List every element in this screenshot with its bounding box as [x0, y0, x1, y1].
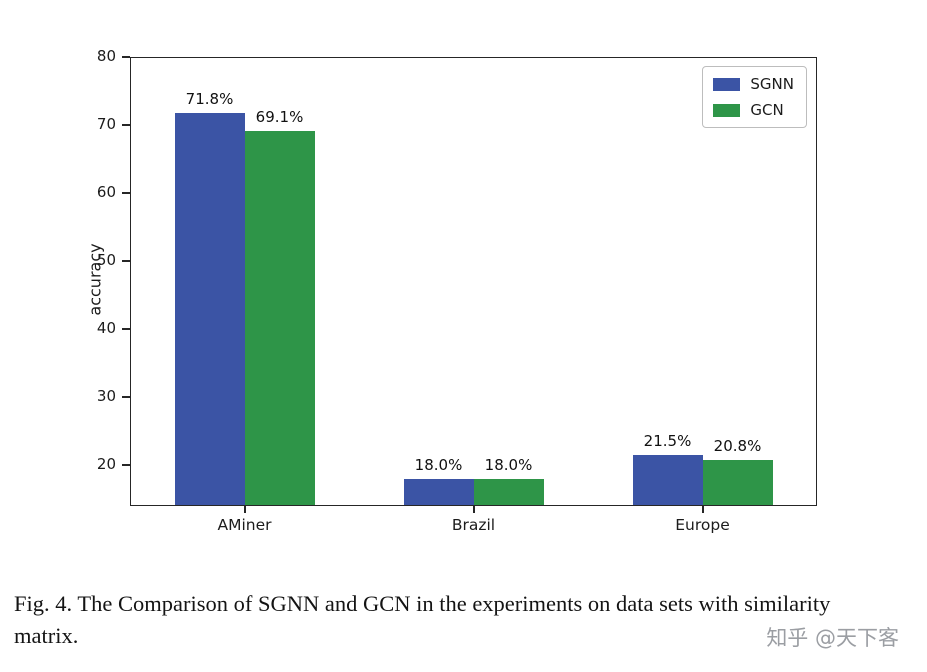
legend-swatch-gcn	[713, 103, 741, 117]
y-tick-mark	[122, 464, 130, 467]
y-tick-label: 30	[96, 387, 116, 406]
y-tick-mark	[122, 56, 130, 58]
legend-item-sgnn: SGNN	[713, 75, 794, 93]
x-tick-mark	[701, 506, 704, 513]
y-tick-mark	[122, 192, 130, 195]
x-category-label: Brazil	[451, 516, 496, 534]
y-axis-label: accuracy	[85, 243, 105, 316]
y-tick-mark	[122, 328, 130, 331]
x-category-label: AMiner	[217, 516, 272, 534]
bar-value-label: 69.1%	[255, 108, 304, 127]
y-tick-label: 60	[96, 183, 116, 202]
y-tick-mark	[122, 124, 130, 127]
legend-label: GCN	[750, 101, 784, 119]
bar-sgnn-brazil	[403, 478, 474, 506]
figure-caption: Fig. 4. The Comparison of SGNN and GCN i…	[14, 591, 831, 648]
x-tick-mark	[472, 506, 475, 513]
bar-sgnn-europe	[632, 454, 703, 506]
bar-gcn-brazil	[473, 478, 544, 506]
y-tick-label: 80	[96, 47, 116, 65]
x-tick-mark	[243, 506, 246, 513]
bar-value-label: 21.5%	[643, 431, 692, 450]
bar-value-label: 71.8%	[185, 89, 234, 108]
x-category-label: Europe	[675, 516, 730, 534]
watermark: 知乎 @天下客	[766, 626, 899, 650]
bar-gcn-europe	[702, 459, 773, 506]
legend: SGNN GCN	[702, 66, 807, 128]
y-tick-mark	[122, 260, 130, 263]
y-tick-label: 50	[96, 251, 116, 270]
legend-swatch-sgnn	[713, 77, 741, 91]
y-tick-label: 20	[96, 455, 116, 474]
y-tick-mark	[122, 396, 130, 399]
bar-sgnn-aminer	[174, 112, 245, 506]
bar-value-label: 20.8%	[713, 436, 762, 455]
legend-item-gcn: GCN	[713, 101, 794, 119]
legend-label: SGNN	[750, 75, 794, 93]
y-tick-label: 40	[96, 319, 116, 338]
bar-gcn-aminer	[244, 131, 315, 506]
bar-value-label: 18.0%	[484, 455, 533, 474]
plot-area: SGNN GCN	[130, 57, 817, 506]
bar-chart: accuracy SGNN GCN 20 30 40 50 60 70 80 71.8% 69.1…	[85, 47, 817, 534]
bar-value-label: 18.0%	[414, 455, 463, 474]
y-tick-label: 70	[96, 115, 116, 134]
